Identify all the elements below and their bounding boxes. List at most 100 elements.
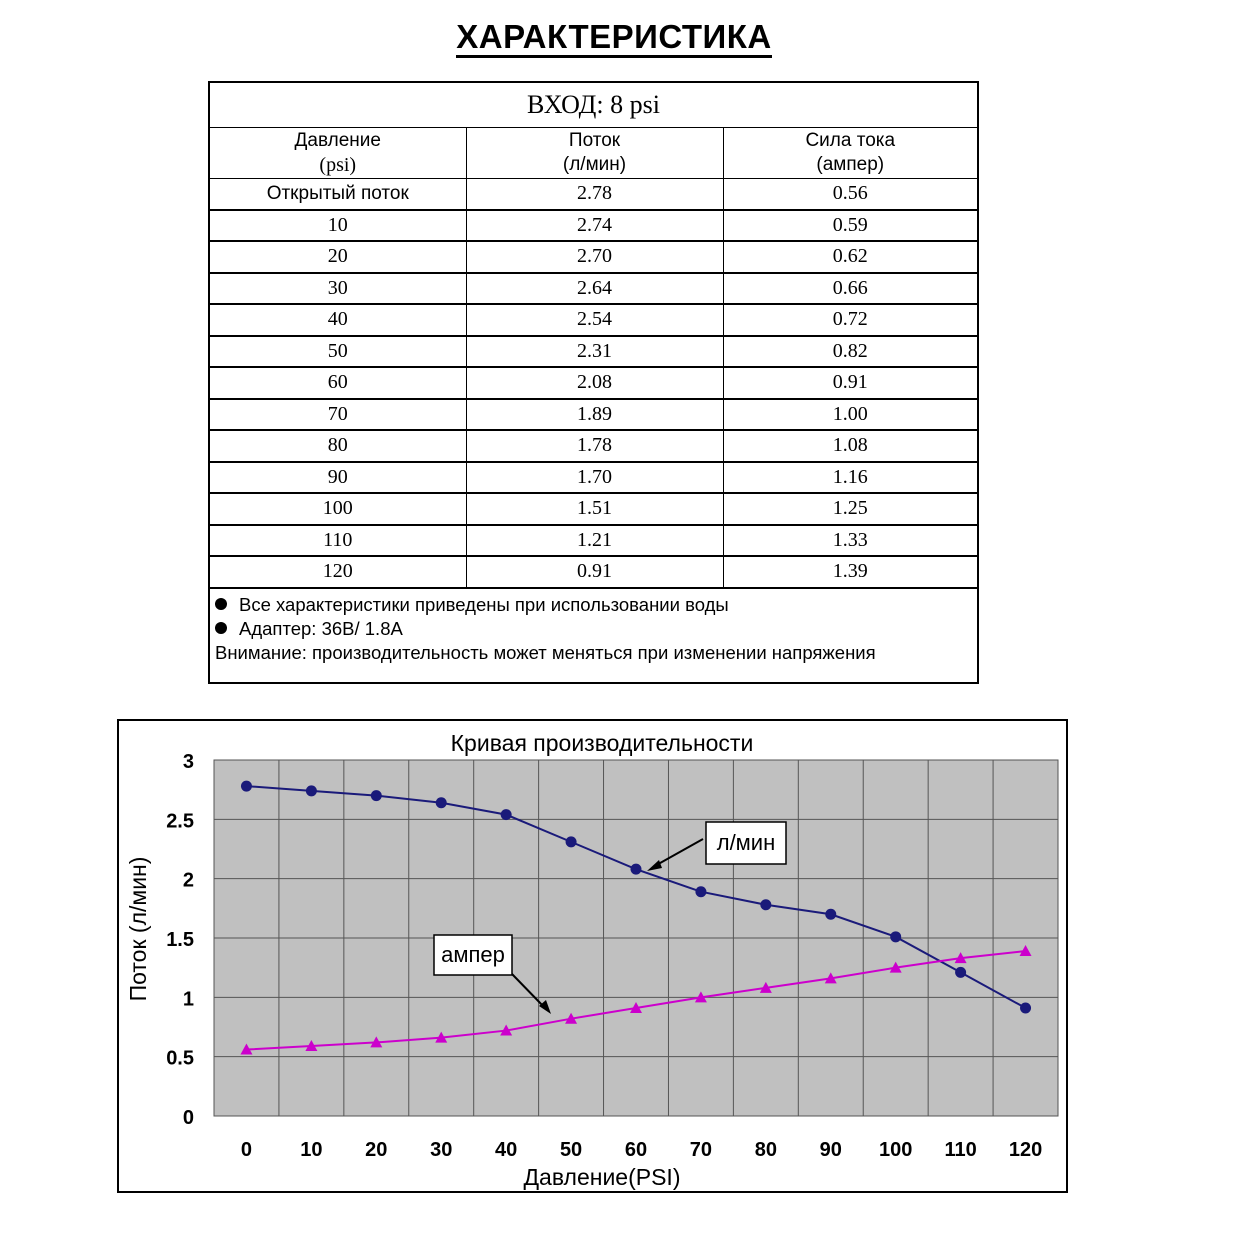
note-water: Все характеристики приведены при использ… bbox=[215, 593, 971, 617]
data-point-flow bbox=[565, 836, 577, 848]
x-tick-label: 50 bbox=[560, 1139, 582, 1161]
chart-title: Кривая производительности bbox=[451, 730, 754, 756]
cell-current: 1.25 bbox=[722, 492, 977, 526]
y-tick-label: 2.5 bbox=[166, 810, 194, 832]
cell-pressure: 40 bbox=[210, 303, 467, 337]
data-point-current bbox=[435, 1031, 448, 1043]
cell-pressure: 50 bbox=[210, 335, 467, 368]
cell-pressure: 70 bbox=[210, 398, 467, 431]
data-point-flow bbox=[305, 785, 317, 797]
cell-current: 1.08 bbox=[722, 429, 977, 463]
x-tick-label: 10 bbox=[300, 1139, 322, 1161]
cell-current: 0.91 bbox=[722, 366, 977, 400]
x-tick-label: 100 bbox=[879, 1139, 912, 1161]
data-point-flow bbox=[370, 790, 382, 802]
y-tick-label: 2 bbox=[183, 870, 194, 892]
cell-current: 1.39 bbox=[722, 555, 977, 589]
page-title: ХАРАКТЕРИСТИКА bbox=[0, 18, 1228, 58]
table-row: 70 1.89 1.00 bbox=[210, 398, 977, 431]
data-point-current bbox=[889, 961, 902, 973]
data-point-current bbox=[240, 1043, 253, 1055]
x-tick-label: 0 bbox=[241, 1139, 252, 1161]
cell-current: 0.56 bbox=[722, 178, 977, 211]
data-point-flow bbox=[500, 809, 512, 821]
data-point-flow bbox=[240, 780, 252, 792]
table-row: 10 2.74 0.59 bbox=[210, 209, 977, 242]
cell-pressure: 80 bbox=[210, 429, 467, 463]
cell-flow: 1.78 bbox=[465, 429, 724, 463]
data-point-flow bbox=[890, 931, 902, 943]
x-tick-label: 30 bbox=[430, 1139, 452, 1161]
table-row: 80 1.78 1.08 bbox=[210, 429, 977, 463]
cell-current: 1.16 bbox=[722, 461, 977, 494]
input-pressure-label: ВХОД: 8 psi bbox=[210, 83, 977, 128]
cell-pressure: 120 bbox=[210, 555, 467, 589]
cell-flow: 1.21 bbox=[465, 524, 724, 557]
cell-pressure: Открытый поток bbox=[210, 178, 467, 211]
cell-flow: 1.70 bbox=[465, 461, 724, 494]
data-point-current bbox=[630, 1002, 642, 1014]
y-tick-label: 1 bbox=[183, 988, 194, 1010]
cell-flow: 2.08 bbox=[465, 366, 724, 400]
cell-current: 1.00 bbox=[722, 398, 977, 431]
header-current: Сила тока (ампер) bbox=[722, 127, 977, 179]
cell-pressure: 110 bbox=[210, 524, 467, 557]
cell-flow: 0.91 bbox=[465, 555, 724, 589]
data-point-flow bbox=[630, 863, 642, 875]
table-row: 50 2.31 0.82 bbox=[210, 335, 977, 368]
arrow-head-icon bbox=[647, 860, 662, 871]
annotation-arrow-flow bbox=[652, 838, 704, 868]
cell-pressure: 30 bbox=[210, 272, 467, 305]
data-point-flow bbox=[1020, 1002, 1032, 1014]
x-tick-label: 70 bbox=[690, 1139, 712, 1161]
x-tick-label: 40 bbox=[495, 1139, 517, 1161]
spec-table: ВХОД: 8 psi Давление (psi) Поток (л/мин) С… bbox=[208, 81, 979, 684]
notes: Все характеристики приведены при использ… bbox=[210, 589, 977, 665]
table-row: 30 2.64 0.66 bbox=[210, 272, 977, 305]
cell-pressure: 10 bbox=[210, 209, 467, 242]
data-point-flow bbox=[955, 966, 967, 978]
data-point-flow bbox=[760, 899, 772, 911]
cell-flow: 1.89 bbox=[465, 398, 724, 431]
x-axis-label: Давление(PSI) bbox=[523, 1164, 680, 1190]
data-point-current bbox=[694, 991, 707, 1003]
bullet-icon bbox=[215, 597, 227, 610]
note-warning: Внимание: производительность может менят… bbox=[215, 641, 876, 663]
data-point-current bbox=[759, 981, 772, 993]
data-point-current bbox=[954, 952, 967, 964]
cell-flow: 1.51 bbox=[465, 492, 724, 526]
cell-flow: 2.31 bbox=[465, 335, 724, 368]
data-point-current bbox=[500, 1024, 513, 1036]
data-point-current bbox=[824, 972, 837, 984]
data-point-current bbox=[370, 1036, 383, 1048]
annotation-arrow-current bbox=[511, 973, 546, 1009]
cell-flow: 2.70 bbox=[465, 240, 724, 274]
y-tick-label: 3 bbox=[183, 751, 194, 773]
bullet-icon bbox=[215, 621, 227, 634]
cell-current: 0.59 bbox=[722, 209, 977, 242]
x-tick-label: 90 bbox=[820, 1139, 842, 1161]
annotation-label-flow: л/мин bbox=[717, 830, 776, 855]
cell-flow: 2.74 bbox=[465, 209, 724, 242]
data-point-current bbox=[305, 1039, 318, 1051]
table-row: 40 2.54 0.72 bbox=[210, 303, 977, 337]
cell-current: 0.82 bbox=[722, 335, 977, 368]
data-point-flow bbox=[435, 797, 447, 809]
table-row: 120 0.91 1.39 bbox=[210, 555, 977, 589]
cell-current: 0.62 bbox=[722, 240, 977, 274]
data-point-current bbox=[1019, 945, 1032, 957]
x-tick-label: 80 bbox=[755, 1139, 777, 1161]
cell-pressure: 100 bbox=[210, 492, 467, 526]
annotation-label-current: ампер bbox=[441, 942, 505, 967]
data-point-flow bbox=[825, 908, 837, 920]
cell-flow: 2.64 bbox=[465, 272, 724, 305]
x-tick-label: 20 bbox=[365, 1139, 387, 1161]
y-tick-label: 1.5 bbox=[166, 929, 194, 951]
performance-chart: 0 0.5 1 1.5 2 2.5 3 0 10 20 30 40 50 60 70 80 90 100 110 12… bbox=[117, 719, 1068, 1193]
table-row: 20 2.70 0.62 bbox=[210, 240, 977, 274]
table-row: 100 1.51 1.25 bbox=[210, 492, 977, 526]
x-tick-label: 120 bbox=[1009, 1139, 1042, 1161]
y-axis-label: Поток (л/мин) bbox=[125, 857, 151, 1002]
annotation-box-flow bbox=[705, 821, 787, 865]
y-tick-label: 0 bbox=[183, 1107, 194, 1129]
